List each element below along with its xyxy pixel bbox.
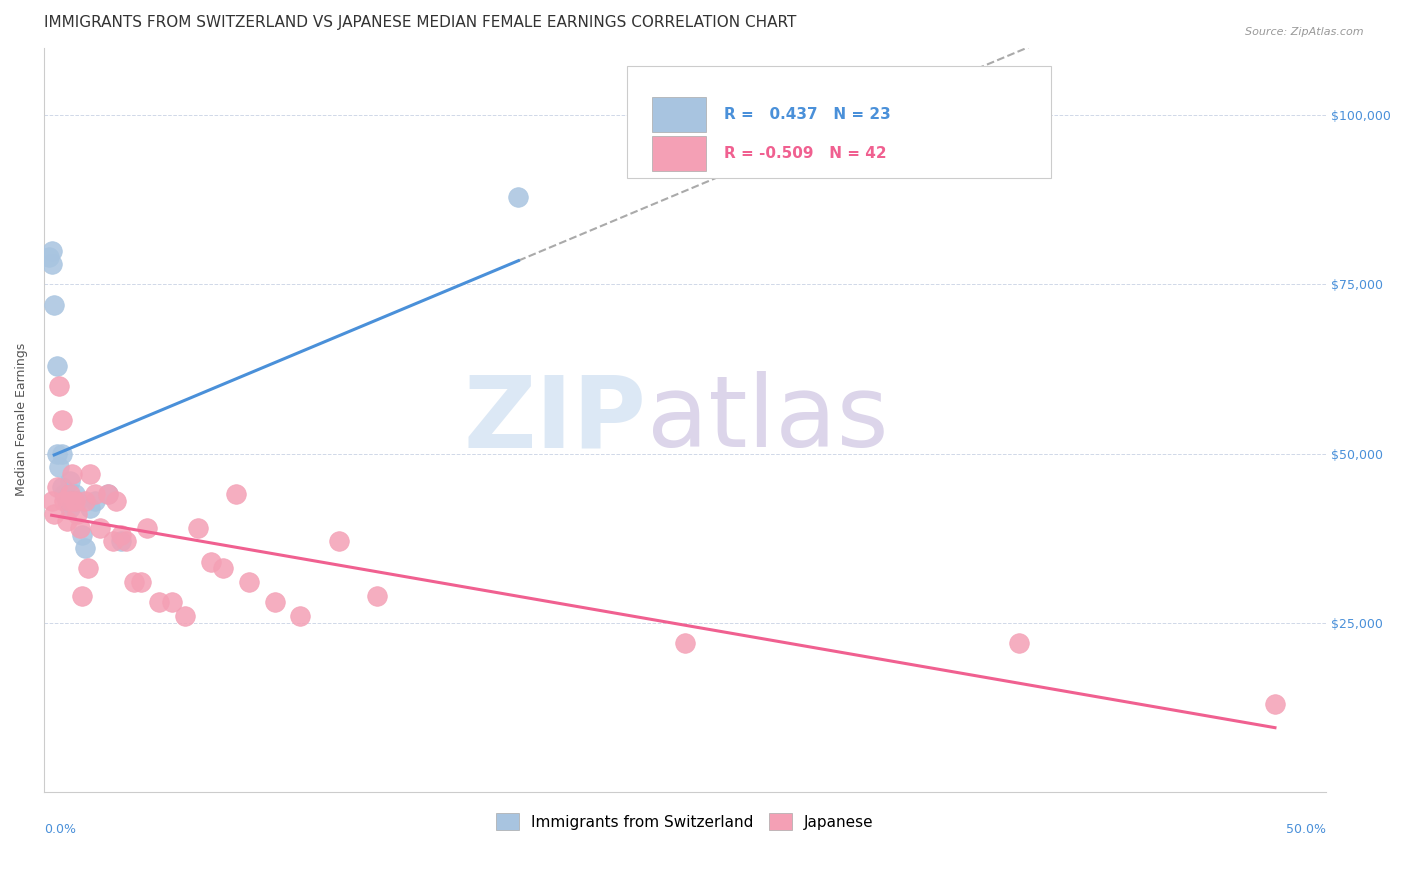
Point	[1007, 636, 1029, 650]
Point	[48, 379, 70, 393]
Point	[41, 257, 63, 271]
Text: 50.0%: 50.0%	[1286, 822, 1326, 836]
Point	[41, 244, 63, 258]
Point	[45, 359, 67, 373]
Point	[44, 508, 66, 522]
Point	[51, 480, 73, 494]
Y-axis label: Median Female Earnings: Median Female Earnings	[15, 343, 28, 496]
Point	[200, 555, 222, 569]
Point	[84, 494, 107, 508]
Point	[110, 527, 132, 541]
Point	[238, 574, 260, 589]
Point	[41, 494, 63, 508]
Point	[60, 467, 83, 481]
Point	[69, 521, 91, 535]
Text: ZIP: ZIP	[464, 371, 647, 468]
Point	[290, 608, 312, 623]
Text: R =   0.437   N = 23: R = 0.437 N = 23	[724, 107, 890, 122]
Point	[60, 494, 83, 508]
Point	[56, 494, 79, 508]
Point	[1264, 697, 1286, 711]
Point	[66, 508, 89, 522]
Point	[48, 460, 70, 475]
Point	[72, 589, 94, 603]
Point	[508, 189, 530, 203]
Point	[51, 413, 73, 427]
Point	[225, 487, 247, 501]
Legend: Immigrants from Switzerland, Japanese: Immigrants from Switzerland, Japanese	[491, 807, 880, 836]
Point	[673, 636, 696, 650]
Point	[89, 521, 111, 535]
Text: Source: ZipAtlas.com: Source: ZipAtlas.com	[1246, 27, 1364, 37]
Text: R = -0.509   N = 42: R = -0.509 N = 42	[724, 146, 886, 161]
Point	[59, 494, 82, 508]
FancyBboxPatch shape	[652, 96, 706, 132]
Point	[366, 589, 388, 603]
Point	[72, 527, 94, 541]
Point	[45, 480, 67, 494]
Point	[53, 487, 76, 501]
Point	[38, 251, 60, 265]
Point	[73, 494, 96, 508]
Point	[122, 574, 145, 589]
Point	[135, 521, 157, 535]
Point	[73, 541, 96, 556]
Point	[148, 595, 170, 609]
Point	[51, 446, 73, 460]
Point	[187, 521, 209, 535]
Point	[131, 574, 153, 589]
Point	[160, 595, 183, 609]
Point	[97, 487, 120, 501]
Point	[63, 494, 86, 508]
Point	[45, 446, 67, 460]
Point	[76, 561, 98, 575]
Point	[79, 467, 101, 481]
Point	[59, 474, 82, 488]
Point	[53, 494, 76, 508]
Point	[115, 534, 138, 549]
Point	[56, 514, 79, 528]
Point	[103, 534, 125, 549]
Point	[79, 500, 101, 515]
Point	[44, 298, 66, 312]
Point	[263, 595, 285, 609]
Point	[63, 487, 86, 501]
Point	[174, 608, 197, 623]
Point	[66, 494, 89, 508]
FancyBboxPatch shape	[652, 136, 706, 171]
FancyBboxPatch shape	[627, 66, 1050, 178]
Point	[104, 494, 127, 508]
Point	[97, 487, 120, 501]
Text: 0.0%: 0.0%	[44, 822, 76, 836]
Text: IMMIGRANTS FROM SWITZERLAND VS JAPANESE MEDIAN FEMALE EARNINGS CORRELATION CHART: IMMIGRANTS FROM SWITZERLAND VS JAPANESE …	[44, 15, 796, 30]
Point	[110, 534, 132, 549]
Point	[84, 487, 107, 501]
Point	[59, 500, 82, 515]
Text: atlas: atlas	[647, 371, 889, 468]
Point	[328, 534, 350, 549]
Point	[59, 487, 82, 501]
Point	[212, 561, 235, 575]
